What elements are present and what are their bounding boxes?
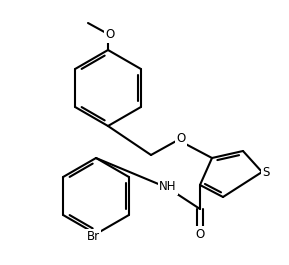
- Text: NH: NH: [159, 180, 177, 193]
- Text: O: O: [195, 227, 205, 241]
- Text: S: S: [262, 166, 270, 179]
- Text: O: O: [176, 132, 186, 145]
- Text: O: O: [105, 29, 115, 42]
- Text: Br: Br: [86, 231, 100, 244]
